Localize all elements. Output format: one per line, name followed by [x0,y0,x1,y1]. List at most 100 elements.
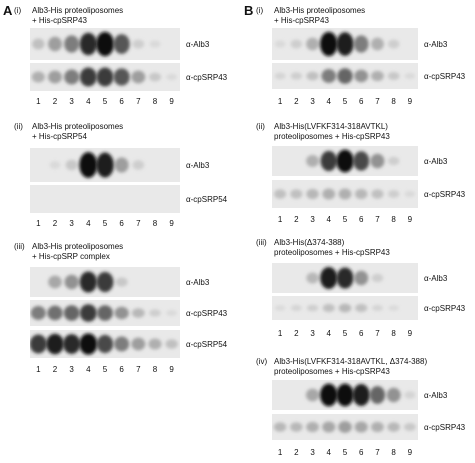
blot-b-iii-cpsrp43 [272,296,418,320]
antibody-label: α-cpSRP43 [424,423,466,432]
blot-band [387,156,400,166]
blot-band [371,304,383,312]
lane-number: 6 [358,329,364,338]
blot-band [336,383,354,407]
blot-band [404,190,416,198]
lane-number: 8 [391,97,396,106]
blot-band [97,305,113,321]
roman-label: (iii) [14,242,25,251]
antibody-label: α-cpSRP54 [186,195,228,204]
blot-band [355,303,368,313]
lane-number: 3 [310,448,315,457]
blot-band [32,38,45,50]
blot-band [306,304,319,312]
panel-letter-a: A [3,3,13,18]
blot-band [148,72,162,82]
lane-number: 2 [52,97,58,106]
lane-number: 5 [102,219,108,228]
panel-a-ii-header: (ii) Alb3-His proteoliposomes + His-cpSR… [14,122,214,144]
blot-band [306,421,319,433]
blot-band [96,31,114,57]
lane-number: 7 [375,448,380,457]
blot-band [64,69,80,85]
blot-band [386,387,401,403]
panel-b-iii-header: (iii) Alb3-His(Δ374-388) proteoliposomes… [256,238,471,260]
lane-number: 4 [326,448,331,457]
blot-band [306,37,319,51]
condition-line: Alb3-His proteoliposomes [32,242,124,251]
panel-a-i-header: (i) Alb3-His proteoliposomes + His-cpSRP… [14,6,214,28]
antibody-label: α-cpSRP54 [186,340,228,349]
blot-band [63,334,81,354]
lane-numbers: 1 2 3 4 5 6 7 8 9 [30,365,180,375]
condition-line: + His-cpSRP54 [32,132,87,141]
blot-band [79,271,97,293]
blot-band [48,275,62,289]
lane-number: 4 [86,365,91,374]
panel-b-iv-header: (iv) Alb3-His(LVFKF314-318AVTKL, Δ374-38… [256,357,471,379]
blot-a-i-alb3 [30,28,180,60]
blot-a-i-cpsrp43 [30,63,180,91]
blot-band [63,305,80,321]
blot-band [337,68,353,84]
blot-band [290,189,303,199]
lane-number: 8 [152,365,158,374]
blot-band [274,189,287,199]
lane-number: 7 [375,97,380,106]
lane-number: 4 [326,97,331,106]
condition-line: + His-cpSRP43 [32,16,87,25]
blot-band [387,71,400,81]
lane-number: 5 [342,97,348,106]
blot-b-iv-alb3 [272,380,418,410]
condition-line: Alb3-His proteoliposomes [32,6,124,15]
blot-band [96,152,114,178]
lane-number: 3 [69,365,74,374]
lane-number: 9 [169,97,174,106]
blot-band [79,333,98,355]
lane-number: 1 [277,215,283,224]
blot-band [79,67,97,87]
blot-band [371,421,384,433]
blot-band [48,70,62,84]
antibody-label: α-Alb3 [186,40,210,49]
roman-label: (i) [256,6,264,15]
blot-band [353,151,370,171]
condition-line: + His-cpSRP complex [32,252,110,261]
lane-number: 2 [52,365,58,374]
lane-number: 1 [277,97,283,106]
blot-band [387,39,400,49]
blot-band [113,34,130,54]
blot-band [354,69,369,83]
blot-band [354,270,369,286]
blot-band [354,421,368,433]
blot-band [404,73,416,79]
blot-band [320,383,338,407]
lane-numbers: 1 2 3 4 5 6 7 8 9 [272,448,418,458]
lane-number: 5 [102,97,108,106]
lane-number: 9 [407,215,413,224]
lane-number: 2 [294,329,299,338]
lane-number: 4 [326,329,331,338]
panel-letter-b: B [244,3,254,18]
antibody-label: α-cpSRP43 [424,72,466,81]
blot-band [114,336,130,352]
blot-band [369,386,386,404]
antibody-label: α-cpSRP43 [424,304,466,313]
antibody-label: α-cpSRP43 [186,309,228,318]
condition-line: Alb3-His(LVFKF314-318AVTKL) [274,122,388,131]
blot-band [46,333,64,355]
lane-number: 8 [152,219,158,228]
blot-band [322,188,336,200]
blot-band [113,68,130,86]
blot-b-ii-cpsrp43 [272,180,418,208]
lane-number: 6 [358,215,364,224]
lane-number: 2 [294,215,299,224]
blot-band [388,305,400,311]
lane-numbers: 1 2 3 4 5 6 7 8 9 [272,329,418,339]
antibody-label: α-cpSRP43 [424,190,466,199]
blot-a-ii-alb3 [30,148,180,182]
lane-number: 8 [152,97,158,106]
blot-band [30,334,47,354]
lane-number: 7 [136,365,141,374]
blot-b-i-cpsrp43 [272,63,418,89]
